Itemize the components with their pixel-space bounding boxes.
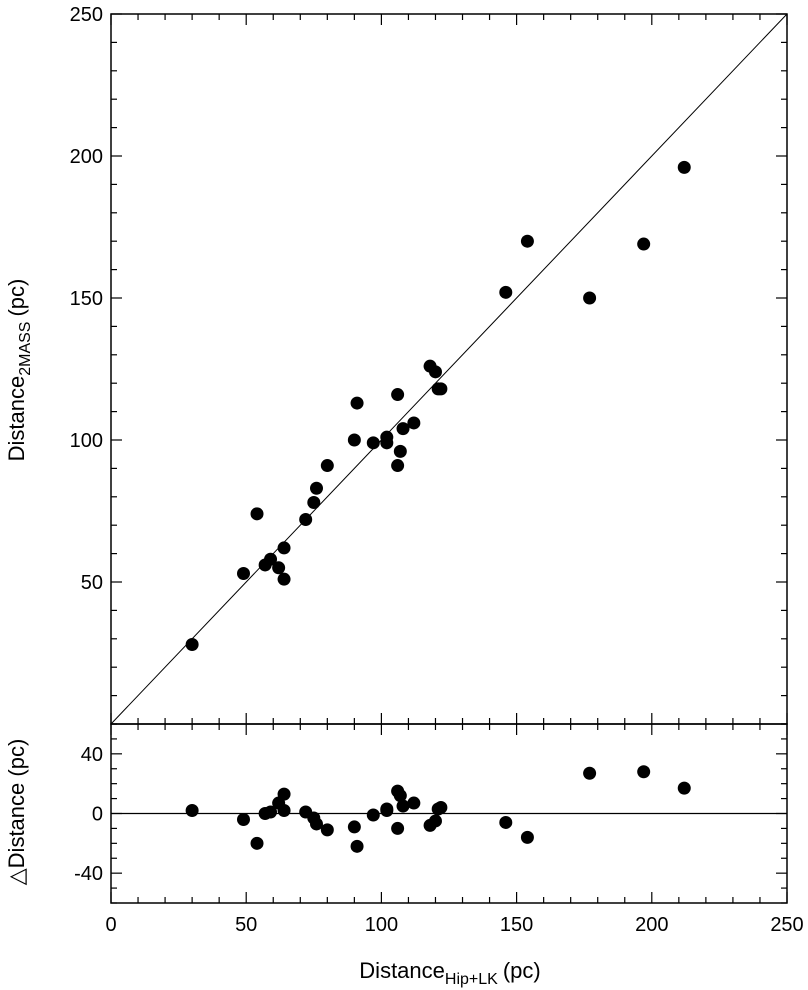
top-ylabel-unit: (pc) [4,279,29,317]
top-data-point [428,365,442,379]
x-tick-label: 50 [235,914,257,936]
bottom-data-point [236,812,250,826]
top-data-point [391,388,405,402]
bottom-data-point [434,801,448,815]
top-data-point [347,433,361,447]
bottom-ylabel: △Distance (pc) [4,739,29,886]
top-data-point [264,552,278,566]
bottom-y-tick-label: 40 [81,744,103,766]
top-y-tick-label: 200 [70,146,103,168]
top-data-point [277,572,291,586]
bottom-data-point [250,836,264,850]
bottom-data-point [185,804,199,818]
top-ylabel-sub: 2MASS [17,322,34,376]
top-y-tick-label: 100 [70,430,103,452]
top-y-tick-label: 50 [81,572,103,594]
bottom-data-point [320,823,334,837]
x-axis-label: DistanceHip+LK (pc) [359,958,540,988]
top-data-point [407,416,421,430]
bottom-y-tick-label: -40 [74,863,103,885]
bottom-ylabel-text: Distance (pc) [4,739,29,869]
top-data-point [272,561,286,575]
top-data-point [434,382,448,396]
x-tick-label: 150 [500,914,533,936]
x-tick-label: 250 [770,914,803,936]
top-data-point [277,541,291,555]
bottom-data-point [428,814,442,828]
top-data-point [320,459,334,473]
bottom-data-point [520,830,534,844]
x-tick-label: 0 [105,914,116,936]
bottom-data-point [393,789,407,803]
top-data-point [307,495,321,509]
bottom-data-point [277,787,291,801]
top-ylabel-main: Distance [4,376,29,462]
delta-symbol: △ [4,868,29,885]
bottom-data-point [391,821,405,835]
bottom-data-point [350,839,364,853]
top-y-tick-label: 250 [70,4,103,26]
bottom-data-point [347,820,361,834]
bottom-data-point [637,765,651,779]
top-data-point [236,566,250,580]
x-label-main: Distance [359,958,445,983]
bottom-data-point [396,799,410,813]
x-tick-label: 100 [365,914,398,936]
bottom-data-point [366,808,380,822]
top-data-point [380,430,394,444]
top-data-point [310,481,324,495]
x-label-unit: (pc) [503,958,541,983]
top-data-point [677,160,691,174]
top-panel: 50 100 150 200 250 [70,4,788,725]
top-data-point [366,436,380,450]
top-data-point [393,444,407,458]
bottom-data-point [407,796,421,810]
top-data-point [499,285,513,299]
bottom-data-point [499,815,513,829]
bottom-data-point [277,804,291,818]
bottom-data-point [380,804,394,818]
bottom-data-point [583,766,597,780]
top-y-tick-label: 150 [70,288,103,310]
top-data-point [350,396,364,410]
top-data-point [250,507,264,521]
top-data-point [391,459,405,473]
top-data-point [637,237,651,251]
bottom-data-point [264,805,278,819]
x-label-sub: Hip+LK [445,971,498,988]
bottom-y-tick-label: 0 [92,804,103,826]
top-data-point [520,234,534,248]
top-data-point [299,513,313,527]
bottom-data-point [310,817,324,831]
top-data-point [396,422,410,436]
identity-line [110,13,788,725]
bottom-data-point [677,781,691,795]
x-tick-label: 200 [635,914,668,936]
top-data-point [185,637,199,651]
top-ylabel: Distance2MASS (pc) [4,279,34,462]
bottom-panel: -40 0 40 0 50 100 150 200 250 [74,723,804,936]
top-data-point [583,291,597,305]
